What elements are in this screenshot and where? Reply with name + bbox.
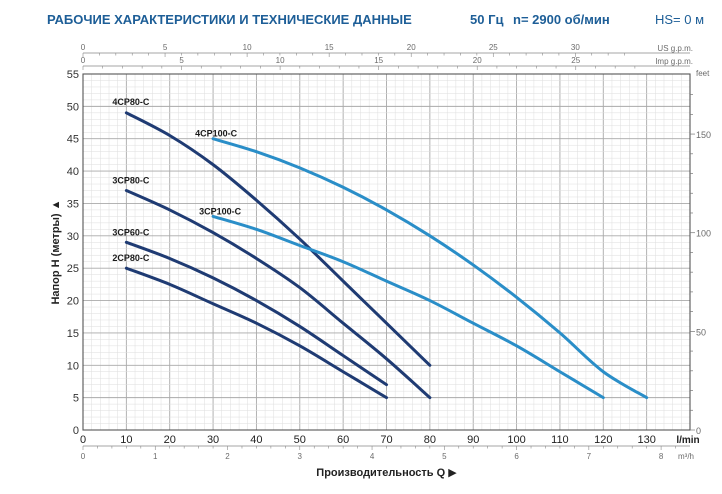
right-axis-unit: feet [696,69,710,78]
imp-gpm-unit: Imp g.p.m. [655,57,693,66]
frequency-label: 50 Гц [470,12,504,27]
chart-series [124,111,649,400]
x-tick-label: 10 [120,434,132,446]
m3h-tick-label: 2 [225,452,230,461]
x-tick-label: 40 [250,434,262,446]
chart-labels: 4CP80-C 3CP80-C 3CP60-C 2CP80-C 4CP100-C 3CP1… [112,97,241,263]
imp-gpm-tick-label: 20 [473,56,482,65]
us-gpm-tick-label: 0 [81,43,86,52]
x-tick-label: 100 [507,434,525,446]
m3h-tick-label: 3 [298,452,303,461]
plot-frame [82,73,691,431]
y-tick-label: 45 [67,134,79,146]
us-gpm-tick-label: 20 [407,43,416,52]
m3h-tick-label: 0 [81,452,86,461]
x-tick-label: 120 [594,434,612,446]
x-tick-label: 70 [380,434,392,446]
y-tick-label: 30 [67,231,79,243]
y-tick-label: 20 [67,296,79,308]
imp-gpm-tick-label: 5 [179,56,184,65]
x-axis-unit-lmin: l/min [676,435,699,446]
m3h-tick-label: 5 [442,452,447,461]
x-tick-label: 90 [467,434,479,446]
y-tick-label: 25 [67,263,79,275]
m3h-tick-label: 6 [514,452,519,461]
imp-gpm-tick-label: 15 [374,56,383,65]
us-gpm-tick-label: 25 [489,43,498,52]
imp-gpm-tick-label: 0 [81,56,86,65]
m3h-tick-label: 7 [587,452,592,461]
series-line-3cp80-c [124,189,432,400]
imp-gpm-tick-label: 25 [571,56,580,65]
series-label-3cp80-c: 3CP80-C [112,176,150,186]
suction-height-label: HS= 0 м [655,12,705,27]
chart-grid [82,73,691,431]
y-tick-label: 5 [73,393,79,405]
right-tick-label: 100 [696,229,711,239]
m3h-tick-label: 8 [659,452,664,461]
x-tick-label: 0 [80,434,86,446]
chart-title: РАБОЧИЕ ХАРАКТЕРИСТИКИ И ТЕХНИЧЕСКИЕ ДАН… [47,12,412,27]
us-gpm-tick-label: 15 [325,43,334,52]
us-gpm-tick-label: 5 [163,43,168,52]
us-gpm-tick-label: 30 [571,43,580,52]
series-line-3cp100-c [211,214,605,400]
right-tick-label: 150 [696,130,711,140]
us-gpm-unit: US g.p.m. [657,44,693,53]
series-label-3cp100-c: 3CP100-C [199,206,242,216]
x-tick-label: 50 [294,434,306,446]
y-tick-label: 35 [67,198,79,210]
x-tick-label: 60 [337,434,349,446]
m3h-unit: m³/h [678,452,694,461]
y-tick-label: 55 [67,69,79,81]
y-tick-label: 15 [67,328,79,340]
y-tick-label: 50 [67,101,79,113]
imp-gpm-tick-label: 10 [276,56,285,65]
y-tick-label: 0 [73,425,79,437]
series-label-3cp60-c: 3CP60-C [112,227,150,237]
m3h-tick-label: 1 [153,452,158,461]
y-axis-label: Напор H (метры) ▲ [50,199,62,304]
series-line-3cp60-c [124,240,388,387]
speed-label: n= 2900 об/мин [513,12,610,27]
y-tick-label: 10 [67,360,79,372]
x-tick-label: 110 [551,434,569,446]
m3h-tick-label: 4 [370,452,375,461]
x-tick-label: 130 [637,434,655,446]
right-tick-label: 50 [696,327,706,337]
series-line-2cp80-c [124,266,388,400]
x-tick-label: 20 [164,434,176,446]
us-gpm-tick-label: 10 [243,43,252,52]
x-tick-label: 80 [424,434,436,446]
series-line-4cp100-c [211,137,649,400]
series-label-4cp80-c: 4CP80-C [112,97,150,107]
series-label-2cp80-c: 2CP80-C [112,253,150,263]
x-tick-label: 30 [207,434,219,446]
series-label-4cp100-c: 4CP100-C [195,129,238,139]
x-axis-label: Производительность Q ▶ [316,467,457,479]
y-tick-label: 40 [67,166,79,178]
series-line-4cp80-c [124,111,432,367]
right-tick-label: 0 [696,426,701,436]
